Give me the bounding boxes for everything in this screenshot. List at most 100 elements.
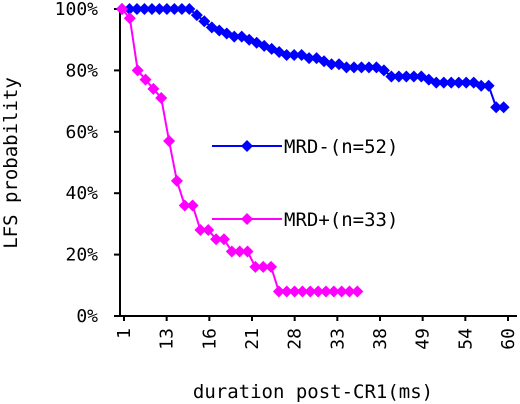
y-tick-label: 80% <box>65 60 98 81</box>
y-axis-title: LFS probability <box>0 77 22 249</box>
x-tick-label: 60 <box>498 328 519 350</box>
series-1 <box>116 3 364 298</box>
legend-label-mrd-neg: MRD-(n=52) <box>284 136 398 158</box>
data-point <box>430 76 443 89</box>
legend-marker-mrd-neg <box>241 140 253 152</box>
x-tick-label: 21 <box>242 328 263 350</box>
data-point <box>186 199 199 212</box>
data-point <box>131 64 144 77</box>
legend-marker-mrd-pos <box>241 213 253 225</box>
series-0 <box>116 3 510 114</box>
data-point <box>318 55 331 68</box>
y-ticks: 0% 20% 40% 60% 80% 100% <box>55 0 120 327</box>
data-point <box>280 285 293 298</box>
data-point <box>123 12 136 25</box>
data-point <box>343 285 356 298</box>
data-point <box>445 76 458 89</box>
data-point <box>362 61 375 74</box>
data-point <box>335 285 348 298</box>
data-point <box>296 285 309 298</box>
x-tick-label: 28 <box>285 328 306 350</box>
data-point <box>130 3 143 15</box>
x-tick-label: 54 <box>455 328 476 350</box>
data-point <box>233 245 246 258</box>
x-tick-label: 1 <box>114 328 135 339</box>
data-point <box>327 285 340 298</box>
legend: MRD-(n=52) MRD+(n=33) <box>212 136 398 231</box>
data-point <box>355 61 368 74</box>
data-point <box>288 49 301 62</box>
data-point <box>400 70 413 83</box>
data-point <box>272 285 285 298</box>
data-point <box>310 52 323 65</box>
data-point <box>178 199 191 212</box>
data-point <box>213 24 226 37</box>
data-point <box>437 76 450 89</box>
legend-item-mrd-neg: MRD-(n=52) <box>212 136 398 158</box>
data-point <box>304 285 317 298</box>
axes <box>119 8 517 317</box>
data-point <box>319 285 332 298</box>
data-point <box>175 3 188 15</box>
data-point <box>163 135 176 148</box>
data-point <box>170 174 183 187</box>
y-tick-label: 0% <box>76 306 98 327</box>
legend-label-mrd-pos: MRD+(n=33) <box>284 209 398 231</box>
data-point <box>210 233 223 246</box>
data-point <box>241 245 254 258</box>
y-tick-label: 100% <box>55 0 99 20</box>
x-axis-title: duration post-CR1(ms) <box>193 381 433 403</box>
data-point <box>225 245 238 258</box>
data-point <box>147 82 160 95</box>
data-point <box>288 285 301 298</box>
data-point <box>490 101 503 114</box>
data-point <box>340 61 353 74</box>
data-point <box>303 52 316 65</box>
x-tick-label: 49 <box>413 328 434 350</box>
data-point <box>351 285 364 298</box>
data-point <box>145 3 158 15</box>
data-point <box>168 3 181 15</box>
data-point <box>183 3 196 15</box>
data-point <box>160 3 173 15</box>
data-point <box>123 3 136 15</box>
data-point <box>198 15 211 28</box>
data-point <box>407 70 420 83</box>
data-point <box>452 76 465 89</box>
x-tick-label: 16 <box>199 328 220 350</box>
data-point <box>257 260 270 273</box>
data-point <box>155 92 168 105</box>
data-point <box>116 3 128 15</box>
x-tick-label: 13 <box>157 328 178 350</box>
data-point <box>217 233 230 246</box>
data-point <box>153 3 166 15</box>
data-point <box>202 224 215 237</box>
data-point <box>138 3 151 15</box>
data-point <box>190 9 203 22</box>
data-point <box>482 79 495 92</box>
x-ticks: 1 13 16 21 28 33 38 49 54 60 <box>114 316 519 350</box>
y-tick-label: 20% <box>65 245 98 266</box>
y-tick-label: 60% <box>65 122 98 143</box>
data-point <box>325 58 338 71</box>
data-point <box>194 224 207 237</box>
y-tick-label: 40% <box>65 183 98 204</box>
data-point <box>265 260 278 273</box>
data-point <box>392 70 405 83</box>
data-point <box>385 70 398 83</box>
data-point <box>139 73 152 86</box>
data-point <box>312 285 325 298</box>
data-point <box>497 101 510 114</box>
data-point <box>377 64 390 77</box>
data-point <box>228 30 241 43</box>
data-point <box>249 260 262 273</box>
data-point <box>280 49 293 62</box>
x-tick-label: 33 <box>327 328 348 350</box>
data-point <box>460 76 473 89</box>
series-layer <box>116 3 510 298</box>
legend-item-mrd-pos: MRD+(n=33) <box>212 209 398 231</box>
x-tick-label: 38 <box>370 328 391 350</box>
data-point <box>347 61 360 74</box>
data-point <box>475 79 488 92</box>
